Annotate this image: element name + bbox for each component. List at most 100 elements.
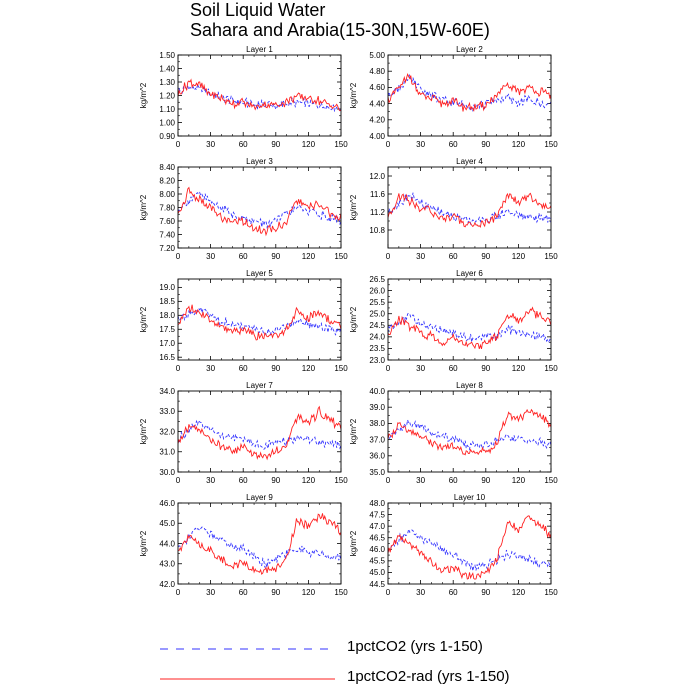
y-tick-label: 47.0: [369, 522, 385, 531]
x-tick-label: 120: [512, 252, 526, 261]
x-tick-label: 90: [481, 364, 490, 373]
x-tick-label: 30: [416, 364, 425, 373]
y-tick-label: 7.20: [159, 244, 175, 253]
chart-panel-layer-9: Layer 9 kg/m^2 42.0 43.0 44.0 45.0 46.0 0 30 60 90…: [139, 493, 348, 597]
panel-title: Layer 7: [246, 381, 273, 390]
x-tick-label: 60: [449, 476, 458, 485]
x-tick-label: 0: [386, 252, 391, 261]
x-tick-label: 120: [302, 364, 316, 373]
x-tick-label: 30: [416, 140, 425, 149]
y-tick-label: 23.5: [369, 344, 385, 353]
chart-panel-layer-4: Layer 4 kg/m^2 10.8 11.2 11.6 12.0 0 30 60 90 120 1…: [349, 157, 558, 261]
chart-panel-layer-7: Layer 7 kg/m^2 30.0 31.0 32.0 33.0 34.0 0 30 60 90…: [139, 381, 348, 485]
series-line-1pctco2-rad-yrs-1-150: [388, 192, 551, 228]
panel-title: Layer 1: [246, 45, 273, 54]
y-axis-label: kg/m^2: [139, 194, 148, 220]
y-tick-label: 4.80: [369, 67, 385, 76]
plot-frame: [387, 166, 552, 249]
y-tick-label: 1.20: [159, 91, 175, 100]
x-tick-label: 120: [512, 140, 526, 149]
y-tick-label: 18.0: [159, 311, 175, 320]
x-tick-label: 150: [334, 476, 348, 485]
panel-title: Layer 5: [246, 269, 273, 278]
y-tick-label: 16.5: [159, 353, 175, 362]
x-tick-label: 150: [334, 252, 348, 261]
series-line-1pctco2-yrs-1-150: [178, 82, 341, 114]
legend-label-1pctco2-rad: 1pctCO2-rad (yrs 1-150): [347, 668, 510, 685]
x-tick-label: 150: [334, 588, 348, 597]
figure-subtitle: Sahara and Arabia(15-30N,15W-60E): [190, 20, 490, 40]
y-tick-label: 39.0: [369, 403, 385, 412]
y-tick-label: 18.5: [159, 297, 175, 306]
plot-frame: [387, 502, 552, 585]
x-tick-label: 90: [481, 476, 490, 485]
x-tick-label: 0: [386, 140, 391, 149]
plot-frame: [177, 502, 342, 585]
x-tick-label: 30: [206, 588, 215, 597]
x-tick-label: 0: [176, 252, 181, 261]
x-tick-label: 30: [416, 476, 425, 485]
x-tick-label: 90: [271, 476, 280, 485]
x-tick-label: 120: [512, 588, 526, 597]
x-tick-label: 120: [302, 252, 316, 261]
chart-panel-layer-1: Layer 1 kg/m^2 0.90 1.00 1.10 1.20 1.30 1.40 1.5…: [139, 45, 348, 149]
y-axis-label: kg/m^2: [139, 530, 148, 556]
panel-title: Layer 2: [456, 45, 483, 54]
y-tick-label: 24.5: [369, 321, 385, 330]
panel-title: Layer 9: [246, 493, 273, 502]
y-tick-label: 11.6: [370, 190, 386, 199]
panel-title: Layer 4: [456, 157, 483, 166]
y-tick-label: 38.0: [369, 419, 385, 428]
y-tick-label: 45.0: [159, 519, 175, 528]
y-tick-label: 12.0: [369, 172, 385, 181]
x-tick-label: 150: [544, 252, 558, 261]
x-tick-label: 30: [206, 140, 215, 149]
y-tick-label: 17.0: [159, 339, 175, 348]
series-line-1pctco2-rad-yrs-1-150: [388, 306, 551, 350]
y-axis-label: kg/m^2: [349, 194, 358, 220]
y-axis-label: kg/m^2: [349, 306, 358, 332]
y-tick-label: 45.5: [369, 557, 385, 566]
chart-panel-layer-3: Layer 3 kg/m^2 7.20 7.40 7.60 7.80 8.00 8.20 8.4…: [139, 157, 348, 261]
y-tick-label: 46.0: [159, 499, 175, 508]
series-line-1pctco2-rad-yrs-1-150: [178, 186, 341, 237]
y-axis-label: kg/m^2: [349, 418, 358, 444]
chart-panel-layer-10: Layer 10 kg/m^2 44.5 45.0 45.5 46.0 46.5 47.0 47…: [349, 493, 558, 597]
plot-frame: [177, 166, 342, 249]
x-tick-label: 150: [544, 588, 558, 597]
x-tick-label: 90: [271, 588, 280, 597]
y-tick-label: 44.5: [369, 580, 385, 589]
series-line-1pctco2-rad-yrs-1-150: [178, 513, 341, 575]
y-tick-label: 11.2: [370, 208, 386, 217]
series-line-1pctco2-yrs-1-150: [388, 527, 551, 571]
y-tick-label: 31.0: [159, 448, 175, 457]
series-line-1pctco2-rad-yrs-1-150: [388, 408, 551, 456]
x-tick-label: 120: [512, 364, 526, 373]
series-line-1pctco2-rad-yrs-1-150: [388, 73, 551, 112]
plot-frame: [177, 278, 342, 361]
y-tick-label: 4.60: [369, 83, 385, 92]
x-tick-label: 150: [544, 476, 558, 485]
y-tick-label: 33.0: [159, 407, 175, 416]
y-tick-label: 1.10: [159, 105, 175, 114]
plot-frame: [387, 54, 552, 137]
y-tick-label: 42.0: [159, 580, 175, 589]
x-tick-label: 30: [206, 364, 215, 373]
x-tick-label: 60: [239, 476, 248, 485]
y-axis-label: kg/m^2: [139, 418, 148, 444]
y-tick-label: 48.0: [369, 499, 385, 508]
x-tick-label: 0: [176, 588, 181, 597]
x-tick-label: 150: [334, 140, 348, 149]
x-tick-label: 120: [512, 476, 526, 485]
y-tick-label: 44.0: [159, 539, 175, 548]
x-tick-label: 90: [271, 364, 280, 373]
y-tick-label: 23.0: [369, 356, 385, 365]
x-tick-label: 0: [176, 140, 181, 149]
y-tick-label: 30.0: [159, 468, 175, 477]
x-tick-label: 0: [176, 364, 181, 373]
y-tick-label: 43.0: [159, 560, 175, 569]
x-tick-label: 0: [386, 364, 391, 373]
x-tick-label: 150: [544, 140, 558, 149]
